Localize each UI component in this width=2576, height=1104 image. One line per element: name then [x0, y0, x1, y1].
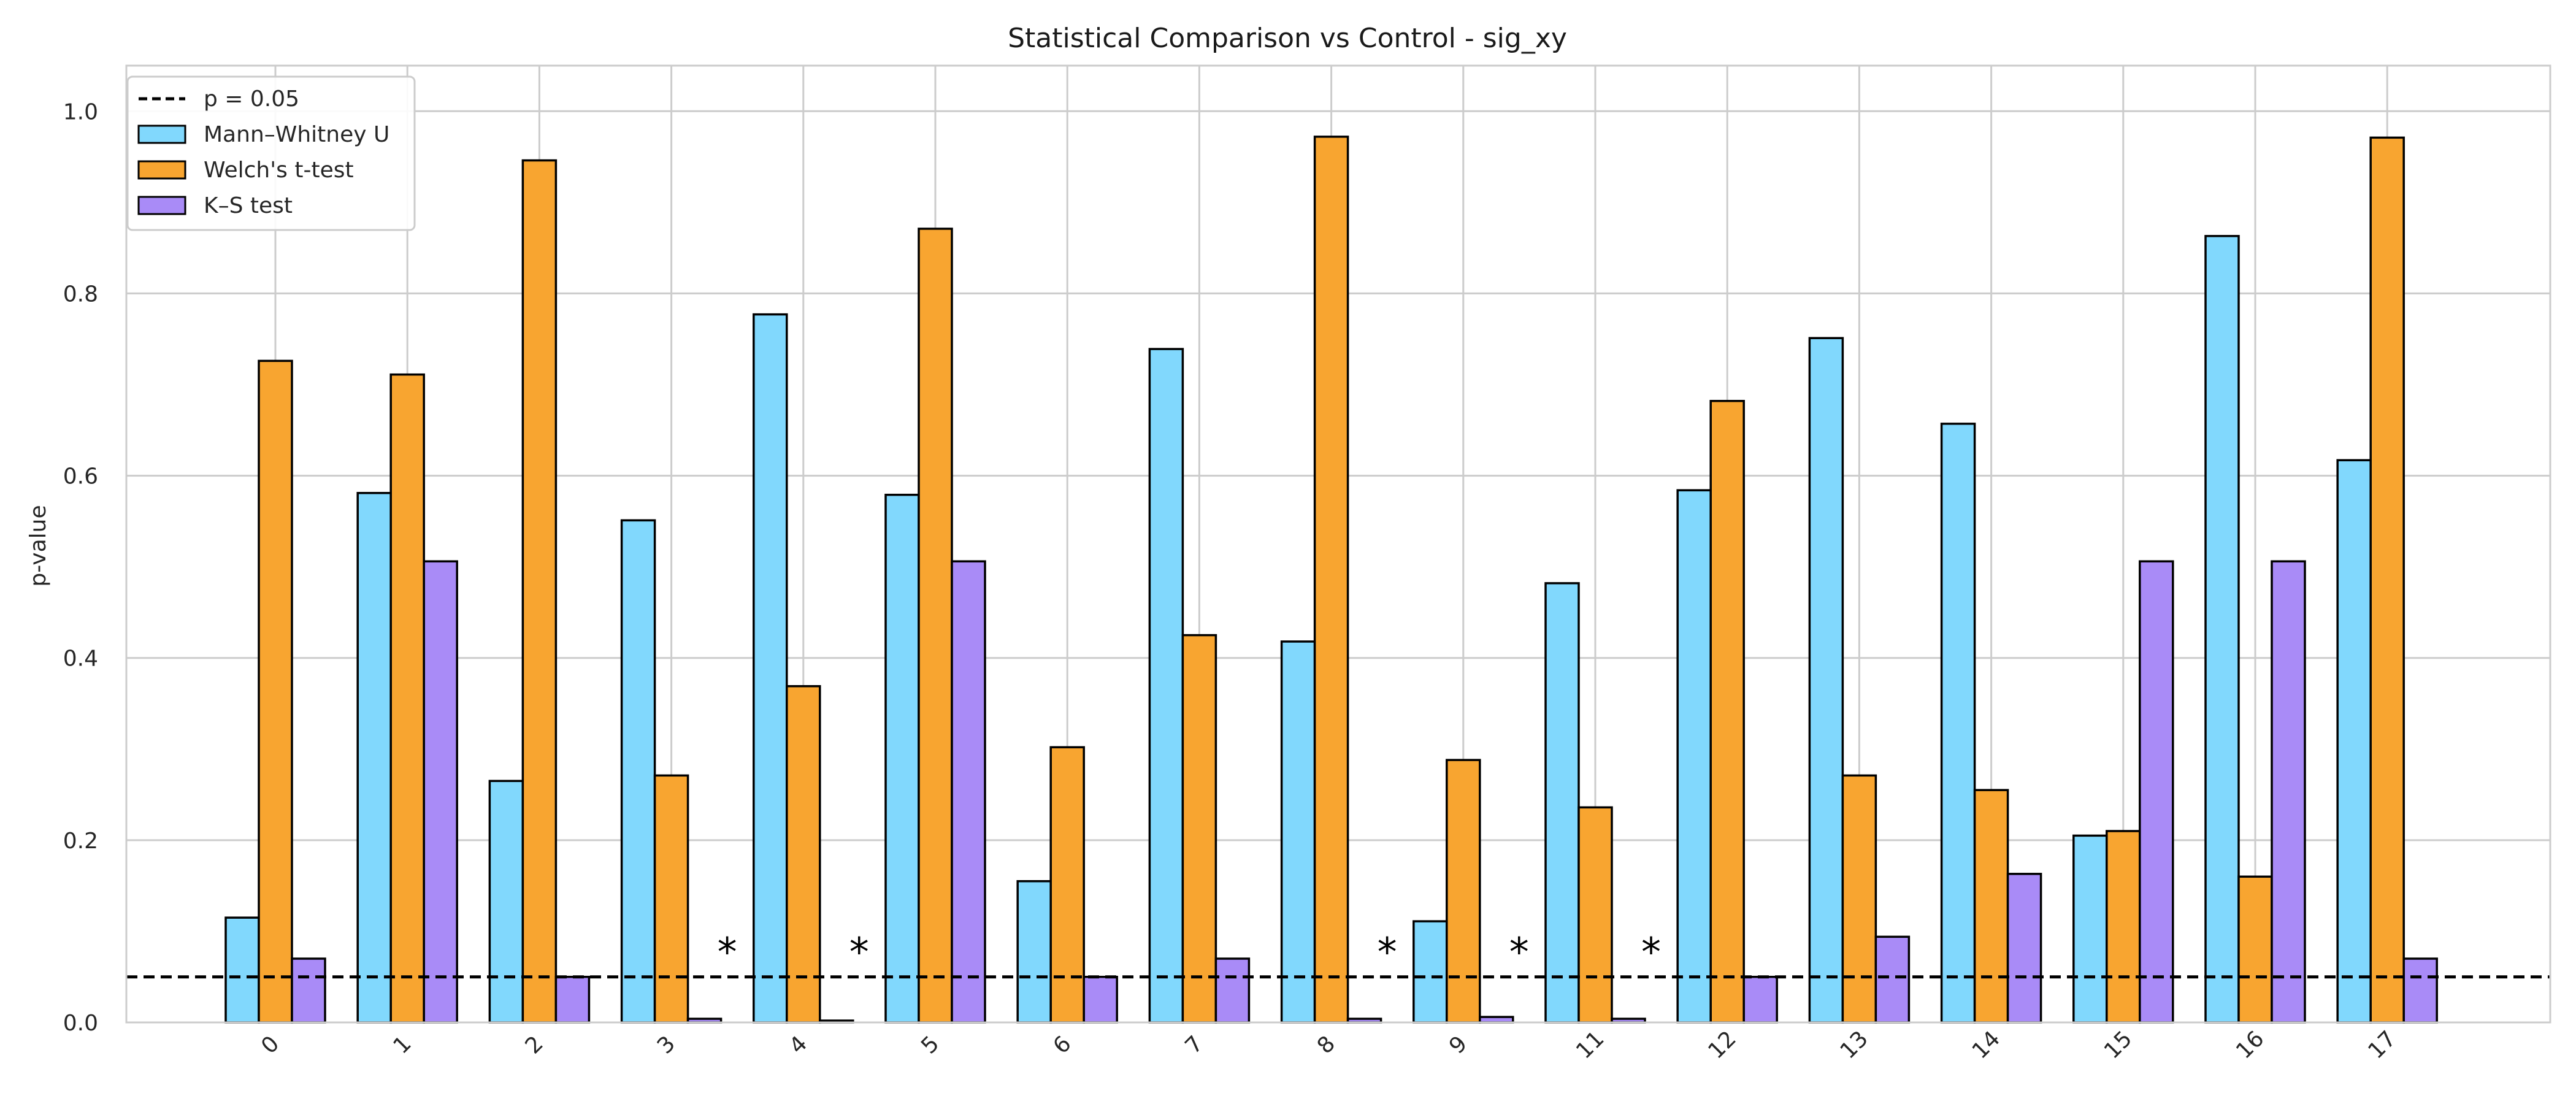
bar — [291, 957, 326, 1024]
bar-series — [258, 136, 2405, 1024]
legend-swatch — [137, 160, 186, 180]
legend-box — [126, 75, 416, 231]
y-axis-label: p-value — [26, 505, 51, 586]
bar — [1577, 806, 1613, 1024]
bar — [1973, 789, 2009, 1024]
bar — [1874, 935, 1911, 1024]
legend-entry: Welch's t-test — [137, 158, 354, 183]
bar — [1049, 746, 1085, 1024]
bar — [951, 560, 986, 1024]
y-tick-label: 0.2 — [63, 829, 98, 854]
bar — [1676, 489, 1712, 1024]
y-tick-label: 0.8 — [63, 282, 98, 307]
bar — [620, 519, 656, 1024]
y-tick-labels: 0.0 0.2 0.4 0.6 0.8 1.0 — [63, 99, 98, 1036]
bar — [2336, 459, 2372, 1024]
bar — [1083, 975, 1118, 1024]
bar — [1181, 634, 1217, 1024]
bar — [1413, 920, 1448, 1024]
bar — [2402, 957, 2438, 1024]
legend-entry-threshold: p = 0.05 — [139, 86, 299, 112]
legend-entry: K–S test — [137, 193, 293, 218]
bar — [356, 492, 392, 1024]
bar — [488, 780, 524, 1024]
bar — [653, 774, 689, 1024]
bar — [224, 916, 260, 1024]
bar — [1148, 348, 1184, 1024]
bar — [1709, 399, 1745, 1024]
bar — [1313, 136, 1349, 1024]
bar — [2369, 136, 2405, 1024]
bar — [1808, 337, 1844, 1024]
bar — [423, 560, 458, 1024]
significance-marker: * — [1641, 930, 1661, 976]
bar — [1280, 640, 1316, 1024]
legend-swatch — [137, 196, 186, 215]
bar — [389, 373, 425, 1024]
legend-entry: Mann–Whitney U — [137, 122, 389, 147]
legend-label: Welch's t-test — [204, 158, 354, 183]
bar — [1544, 582, 1580, 1024]
bar — [2106, 830, 2141, 1024]
bar — [2006, 873, 2042, 1024]
significance-markers: * * * * * — [718, 930, 1661, 976]
legend: p = 0.05 Mann–Whitney U Welch's t-test K–S … — [126, 75, 416, 231]
y-tick-label: 0.4 — [63, 646, 98, 672]
bar — [786, 685, 821, 1024]
bar — [918, 228, 953, 1024]
bar — [1446, 759, 1481, 1024]
significance-marker: * — [1509, 930, 1529, 976]
legend-label: Mann–Whitney U — [204, 122, 389, 147]
bar — [1742, 975, 1778, 1024]
bar — [2271, 560, 2306, 1024]
bar — [1940, 423, 1976, 1024]
legend-label: K–S test — [204, 193, 293, 218]
bar — [753, 313, 788, 1024]
legend-label: p = 0.05 — [204, 86, 299, 112]
bar — [884, 494, 920, 1024]
y-tick-label: 0.0 — [63, 1011, 98, 1036]
plot-frame — [125, 64, 2551, 1024]
chart-title: Statistical Comparison vs Control - sig_… — [1008, 23, 1567, 54]
bar-series — [224, 235, 2372, 1024]
bar — [1841, 774, 1877, 1024]
bars — [224, 136, 2438, 1024]
significance-marker: * — [849, 930, 869, 976]
y-tick-label: 1.0 — [63, 99, 98, 125]
y-tick-label: 0.6 — [63, 464, 98, 489]
significance-marker: * — [1378, 930, 1397, 976]
bar — [2139, 560, 2174, 1024]
significance-marker: * — [718, 930, 737, 976]
bar — [1214, 957, 1251, 1024]
bar — [1016, 880, 1052, 1024]
bar — [2237, 875, 2273, 1024]
bar — [258, 359, 293, 1024]
bar — [554, 975, 591, 1024]
bar — [521, 159, 558, 1024]
bar — [2072, 834, 2108, 1024]
legend-swatch — [137, 125, 186, 144]
bar — [2204, 235, 2240, 1024]
